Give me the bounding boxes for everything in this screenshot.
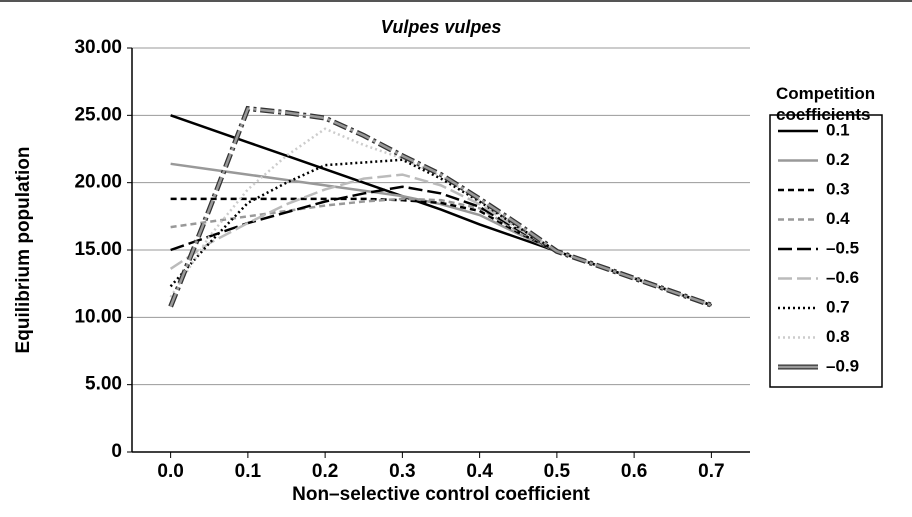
series-line: [170, 197, 712, 307]
y-tick-label: 30.00: [74, 37, 122, 58]
y-tick-label: 0: [111, 441, 122, 462]
y-tick-label: 20.00: [74, 172, 122, 193]
x-tick-label: 0.1: [235, 461, 262, 482]
series-line: [169, 158, 712, 307]
x-tick-label: 0.5: [544, 461, 571, 482]
legend-label: –0.9: [826, 356, 859, 375]
legend-label: –0.5: [826, 238, 859, 257]
legend-box: [769, 114, 883, 388]
y-axis-label: Equilibrium population: [13, 147, 34, 354]
x-tick-label: 0.4: [466, 461, 493, 482]
x-tick-label: 0.2: [312, 461, 338, 482]
legend-label: 0.7: [826, 297, 850, 316]
y-tick-label: 5.00: [85, 374, 122, 395]
y-tick-label: 25.00: [74, 104, 122, 125]
legend-label: 0.8: [826, 327, 850, 346]
legend-label: 0.3: [826, 179, 850, 198]
y-tick-label: 10.00: [74, 306, 122, 327]
chart-title: Vulpes vulpes: [381, 17, 502, 37]
legend-title: Competition coefficients: [776, 84, 876, 124]
x-tick-label: 0.6: [621, 461, 647, 482]
x-tick-label: 0.7: [698, 461, 724, 482]
series-line: [169, 173, 712, 307]
legend-label: 0.4: [826, 209, 850, 228]
y-tick-label: 15.00: [74, 239, 122, 260]
x-tick-label: 0.0: [157, 461, 183, 482]
series-line: [169, 107, 712, 308]
legend-label: –0.6: [826, 268, 859, 287]
x-axis-label: Non–selective control coefficient: [292, 484, 590, 505]
legend-label: 0.1: [826, 120, 850, 139]
x-tick-label: 0.3: [389, 461, 415, 482]
legend-label: 0.2: [826, 150, 850, 169]
